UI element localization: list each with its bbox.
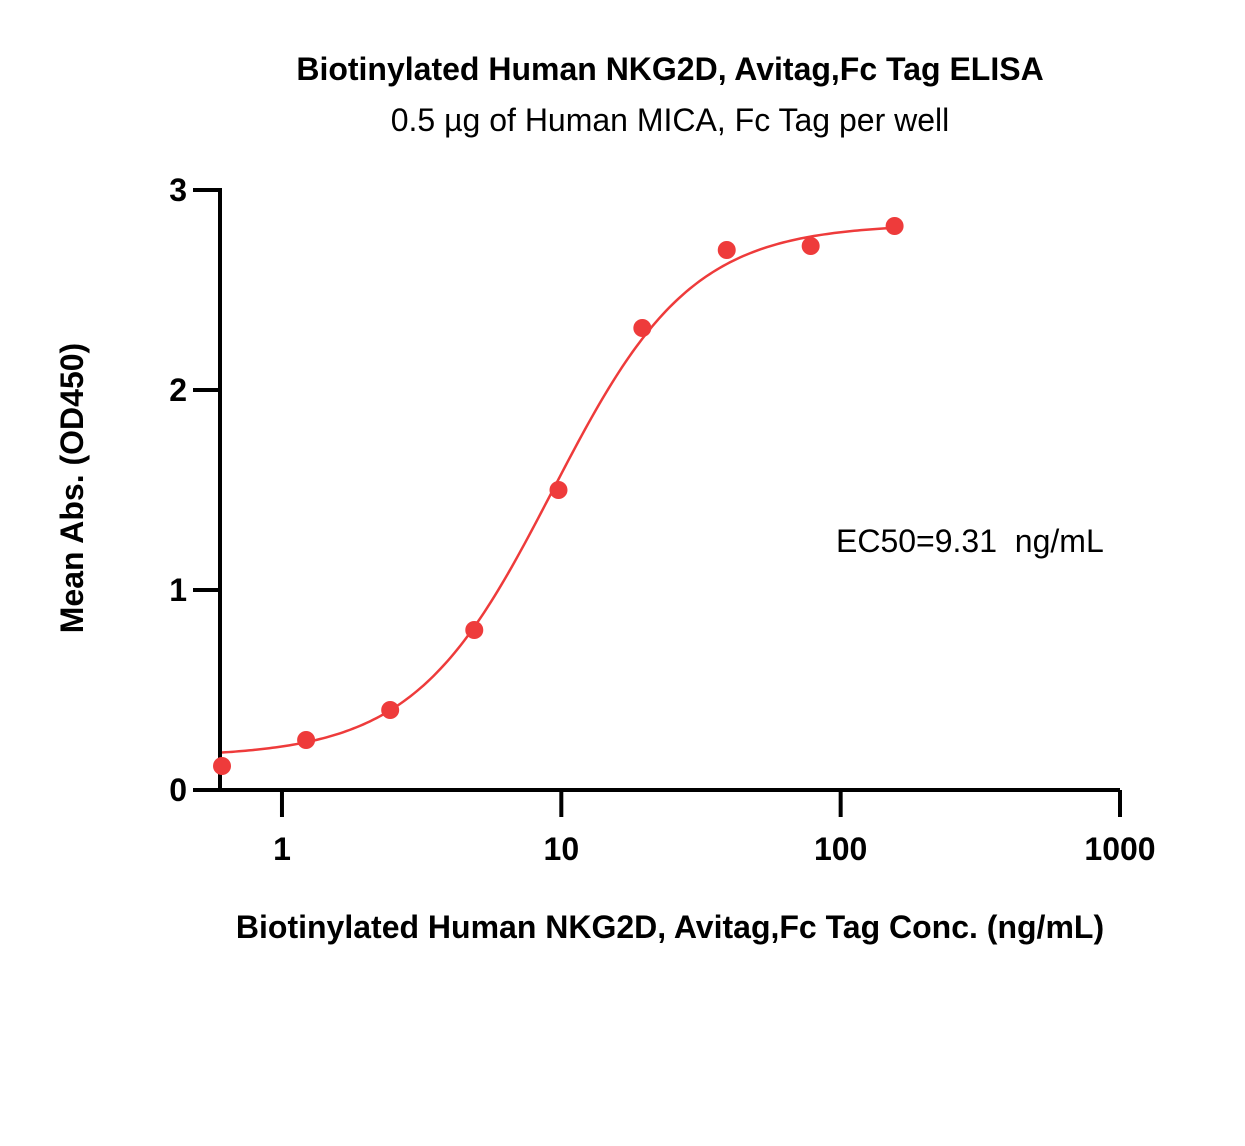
y-tick-label: 0 <box>169 772 187 808</box>
data-point <box>633 319 652 337</box>
axes <box>218 188 1120 792</box>
data-point <box>465 621 484 639</box>
data-point <box>885 217 904 235</box>
y-tick-label: 2 <box>169 372 187 408</box>
chart-title: Biotinylated Human NKG2D, Avitag,Fc Tag … <box>296 51 1043 87</box>
x-axis-label: Biotinylated Human NKG2D, Avitag,Fc Tag … <box>236 909 1104 945</box>
x-tick-label: 1 <box>273 831 291 867</box>
data-point <box>801 237 820 255</box>
data-points <box>213 217 904 775</box>
data-point <box>381 701 400 719</box>
chart-subtitle: 0.5 µg of Human MICA, Fc Tag per well <box>391 102 950 138</box>
ticks <box>193 188 1122 817</box>
data-point <box>213 757 232 775</box>
data-point <box>549 481 568 499</box>
x-tick-label: 10 <box>544 831 580 867</box>
data-point <box>717 241 736 259</box>
data-point <box>297 731 316 749</box>
fit-curve <box>221 226 895 754</box>
tick-labels: 1 10 100 1000 0 1 2 3 <box>169 172 1155 867</box>
x-tick-label: 100 <box>814 831 867 867</box>
y-tick-label: 3 <box>169 172 187 208</box>
y-axis-label: Mean Abs. (OD450) <box>54 343 90 633</box>
ec50-annotation: EC50=9.31 ng/mL <box>836 523 1104 559</box>
y-tick-label: 1 <box>169 572 187 608</box>
x-tick-label: 1000 <box>1084 831 1155 867</box>
